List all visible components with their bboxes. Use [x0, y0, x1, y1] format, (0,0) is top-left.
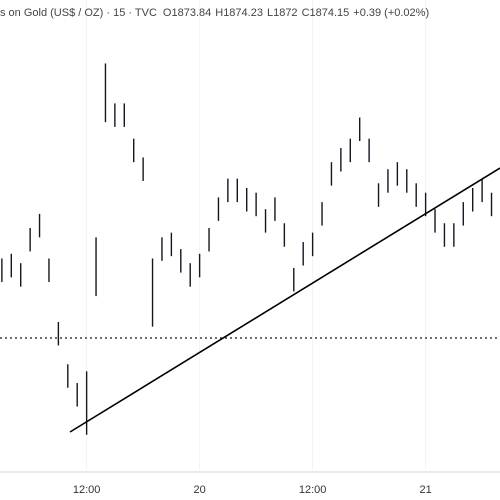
- grid: [86, 0, 427, 470]
- bars: [1, 63, 493, 435]
- x-tick-label: 12:00: [73, 484, 101, 496]
- title: s on Gold (US$ / OZ) · 15 · TVC: [0, 7, 157, 19]
- x-tick-label: 21: [419, 484, 431, 496]
- x-tick-label: 20: [193, 484, 205, 496]
- legend-header: s on Gold (US$ / OZ) · 15 · TVC O1873.84 H…: [0, 7, 429, 19]
- x-axis-labels: 12:00 20 12:00 21: [73, 484, 432, 496]
- legend-label: O: [163, 7, 172, 19]
- legend-label: C: [302, 7, 310, 19]
- legend-label: L: [267, 7, 273, 19]
- legend-value: 1873.84: [171, 7, 211, 19]
- legend-value: 1874.15: [310, 7, 350, 19]
- legend-change: +0.39 (+0.02%): [353, 7, 429, 19]
- trend-line: [69, 167, 500, 433]
- legend-value: 1874.23: [223, 7, 263, 19]
- x-tick-label: 12:00: [299, 484, 327, 496]
- legend-label: H: [215, 7, 223, 19]
- legend-value: 1872: [273, 7, 297, 19]
